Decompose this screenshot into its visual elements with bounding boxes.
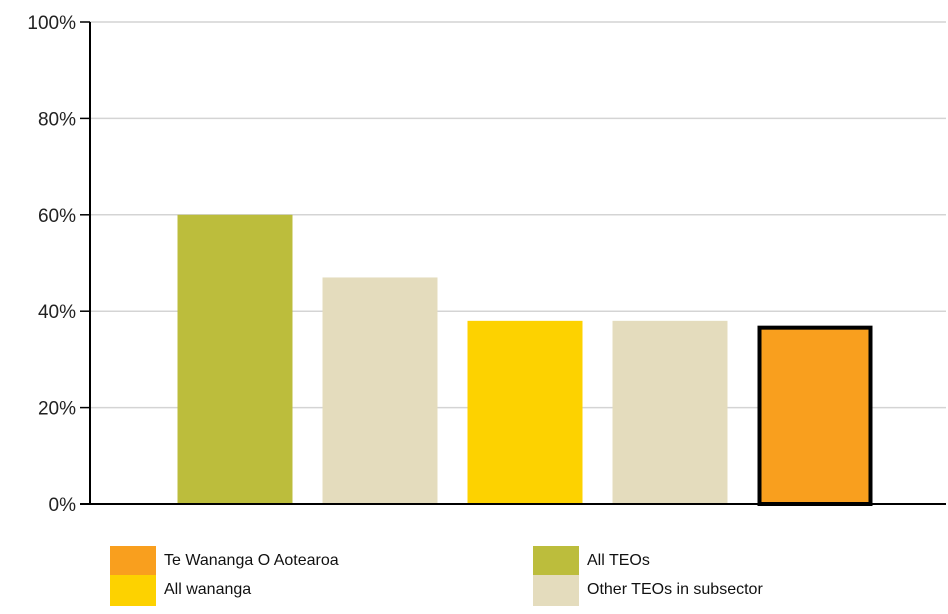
legend-item-other-teos: Other TEOs in subsector (533, 574, 763, 606)
y-tick-label: 80% (38, 109, 76, 130)
bar (757, 325, 873, 506)
y-tick-label: 100% (27, 13, 76, 34)
legend-item-all-teos: All TEOs (533, 545, 650, 577)
y-tick-label: 0% (49, 495, 77, 516)
legend-swatch (110, 545, 156, 577)
bar (177, 214, 293, 505)
legend-swatch (110, 574, 156, 606)
legend-item-all-wananga: All wananga (110, 574, 252, 606)
bar (322, 277, 438, 504)
legend-label: Other TEOs in subsector (587, 581, 763, 598)
y-tick-label: 40% (38, 302, 76, 323)
bars (177, 214, 873, 506)
y-tick-label: 60% (38, 206, 76, 227)
legend-label: All wananga (164, 581, 252, 598)
y-axis-ticks: 0% 20% 40% 60% 80% 100% (27, 13, 90, 516)
legend-label: Te Wananga O Aotearoa (164, 552, 339, 569)
y-tick-label: 20% (38, 399, 76, 420)
legend-swatch (533, 545, 579, 577)
legend-swatch (533, 574, 579, 606)
bar (612, 320, 728, 504)
legend-item-te-wananga: Te Wananga O Aotearoa (110, 545, 339, 577)
legend-label: All TEOs (587, 552, 650, 569)
bar (467, 320, 583, 504)
bar-chart: 0% 20% 40% 60% 80% 100% (27, 13, 946, 516)
